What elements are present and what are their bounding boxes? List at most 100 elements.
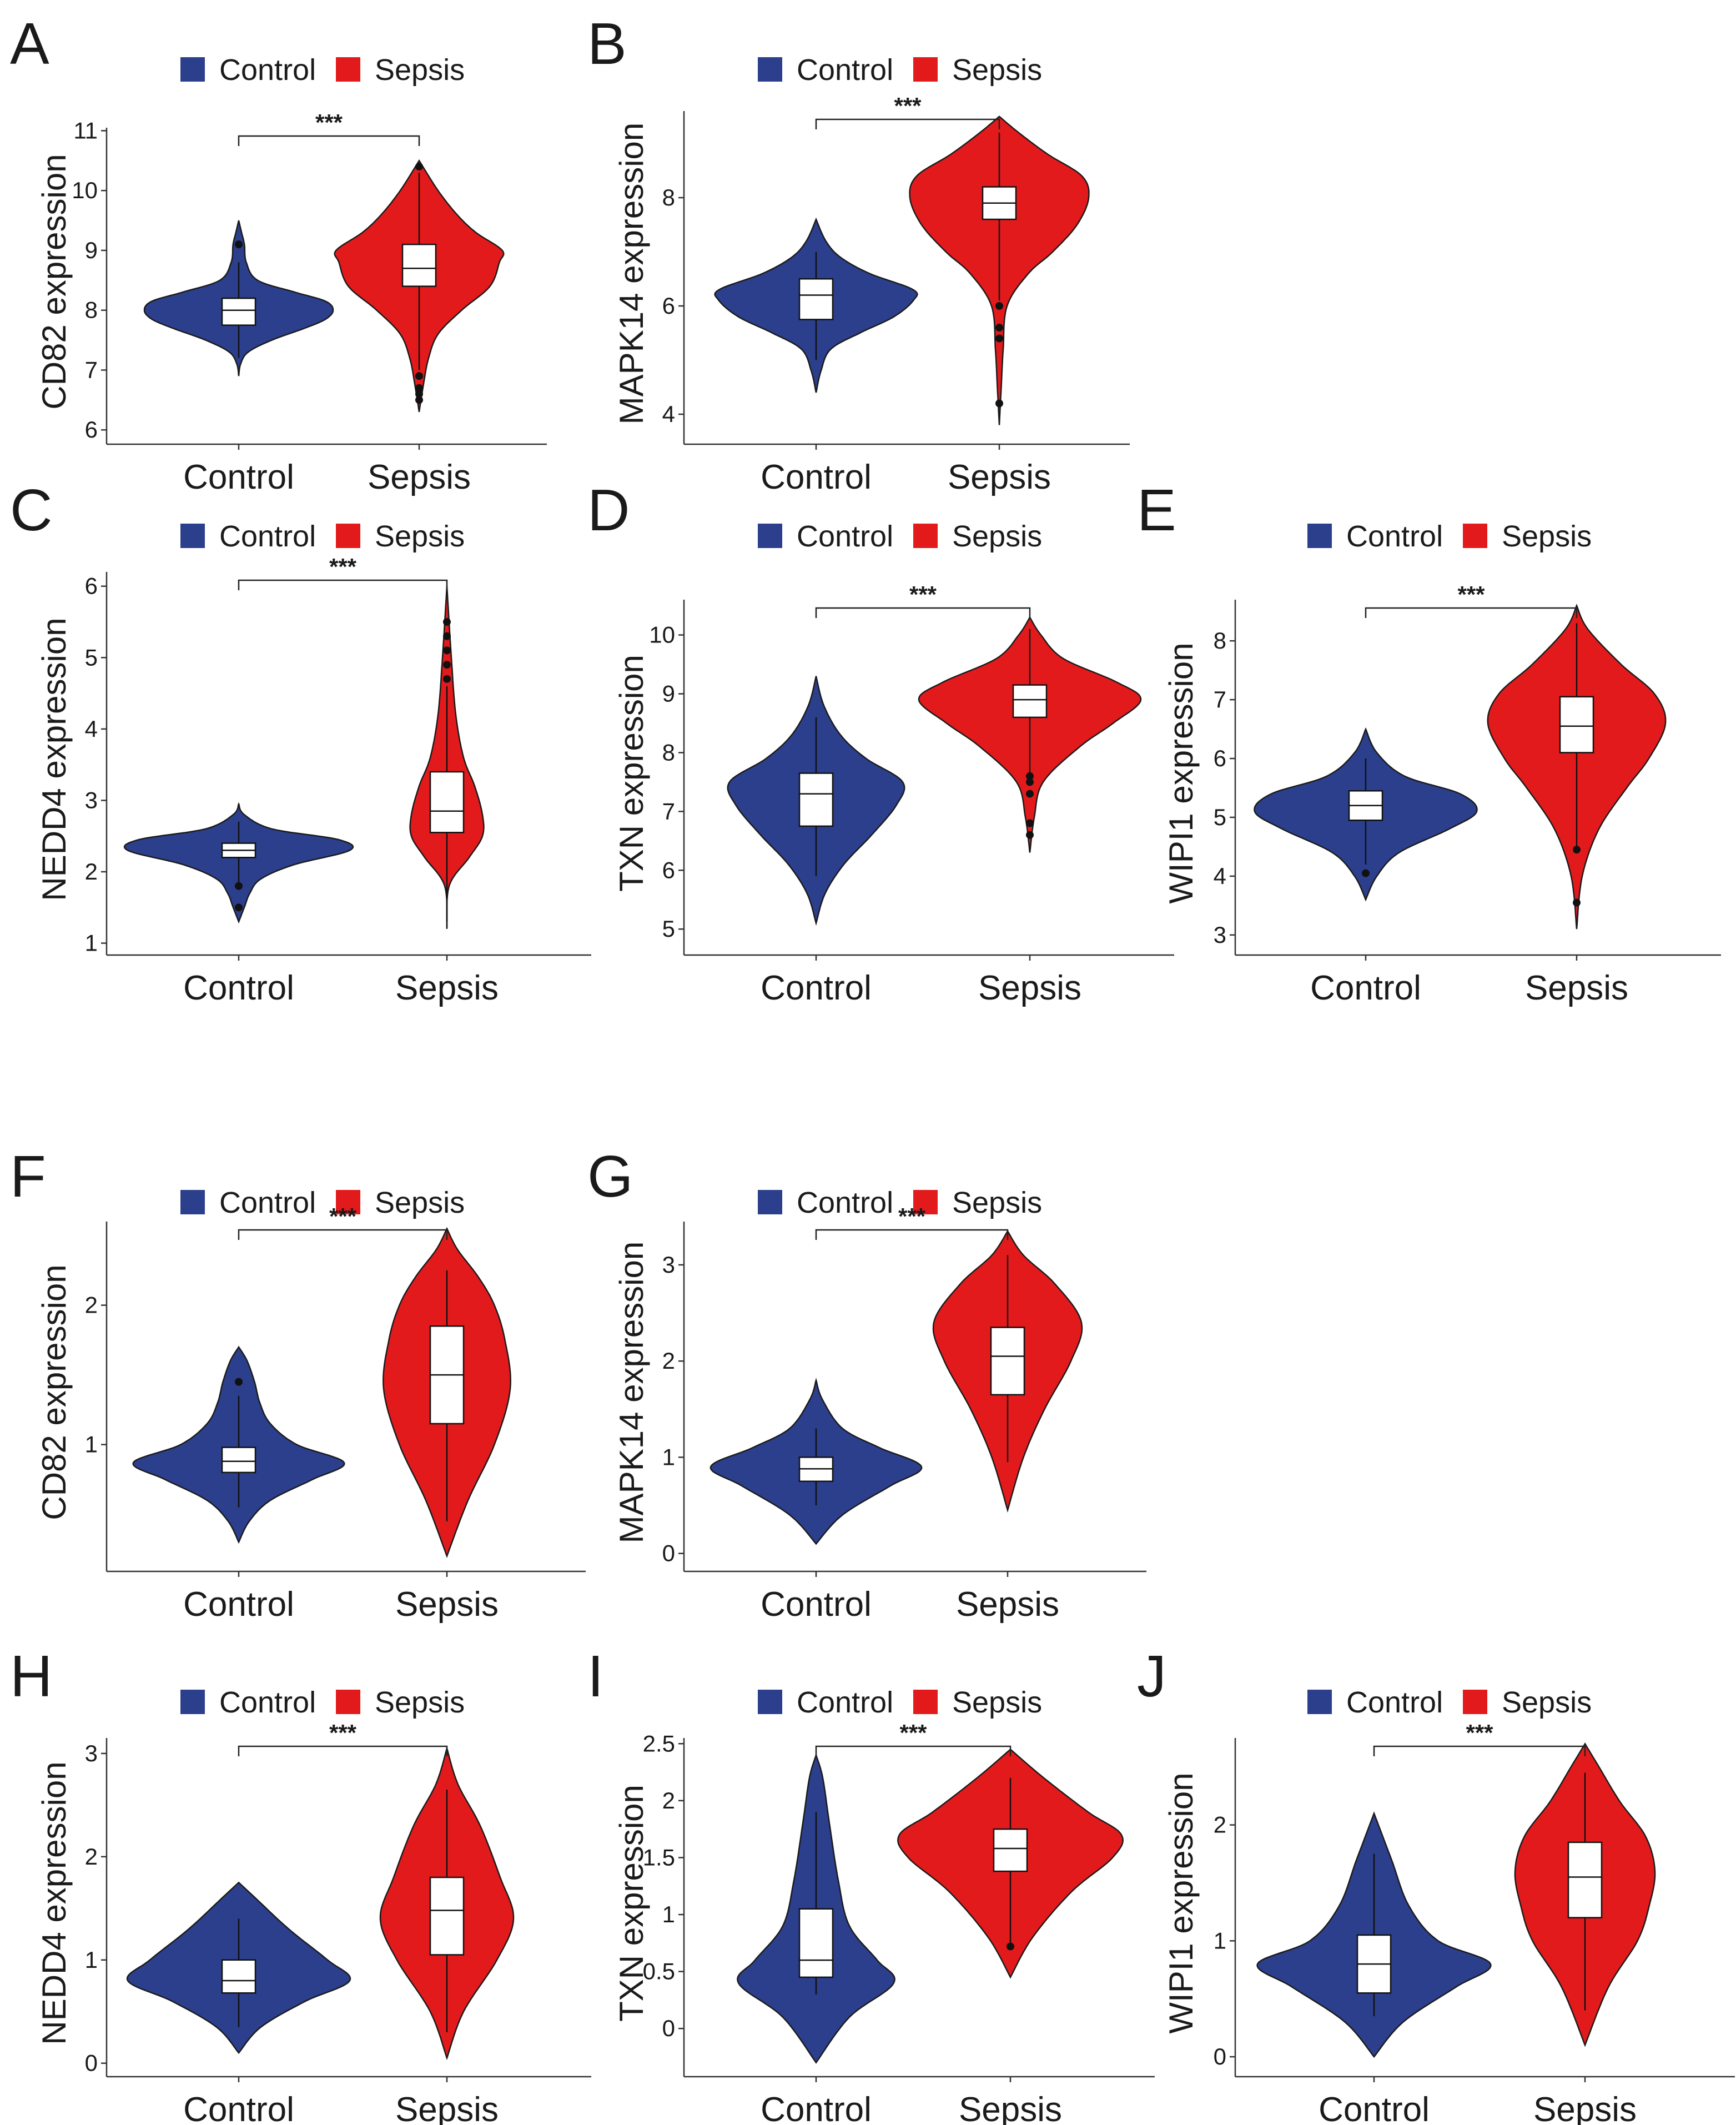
outlier-point bbox=[1026, 790, 1034, 798]
y-tick-label: 0 bbox=[85, 2050, 98, 2076]
legend: Control Sepsis bbox=[758, 520, 1042, 553]
legend-swatch-control bbox=[1307, 524, 1332, 548]
panel-label: D bbox=[587, 478, 630, 543]
y-tick-label: 9 bbox=[662, 680, 675, 706]
outlier-point bbox=[235, 903, 243, 912]
x-label-sepsis: Sepsis bbox=[395, 1585, 499, 1624]
box-control bbox=[798, 772, 834, 827]
y-tick-label: 7 bbox=[662, 798, 675, 824]
y-axis-label: TXN expression bbox=[613, 1785, 650, 2022]
box-control bbox=[221, 297, 256, 326]
legend-label-control: Control bbox=[797, 1686, 893, 1719]
legend-swatch-sepsis bbox=[913, 1190, 938, 1214]
x-label-sepsis: Sepsis bbox=[948, 458, 1051, 496]
box-control bbox=[798, 278, 834, 320]
x-label-sepsis: Sepsis bbox=[395, 969, 499, 1007]
outlier-point bbox=[1007, 1942, 1014, 1951]
significance-label: *** bbox=[329, 1203, 357, 1229]
y-axis-label: NEDD4 expression bbox=[36, 1761, 73, 2044]
significance-label: *** bbox=[894, 93, 922, 119]
significance-bracket bbox=[238, 1229, 448, 1240]
y-tick-label: 5 bbox=[1214, 804, 1226, 830]
significance-bracket bbox=[238, 135, 420, 146]
panel-g: G Control Sepsis 0 1 2 3 MAPK14 expression Contr… bbox=[587, 1144, 1146, 1624]
x-label-control: Control bbox=[183, 2091, 294, 2125]
y-tick-label: 8 bbox=[1214, 627, 1226, 654]
legend: Control Sepsis bbox=[180, 1686, 465, 1719]
legend: Control Sepsis bbox=[758, 53, 1042, 87]
x-label-control: Control bbox=[761, 1585, 872, 1624]
outlier-point bbox=[443, 661, 451, 669]
significance-label: *** bbox=[329, 1720, 357, 1746]
legend-label-sepsis: Sepsis bbox=[952, 53, 1042, 87]
y-tick-label: 2 bbox=[662, 1348, 675, 1374]
box-sepsis bbox=[429, 771, 465, 833]
y-tick-label: 5 bbox=[662, 916, 675, 942]
outlier-point bbox=[1573, 846, 1581, 854]
y-tick-label: 6 bbox=[662, 857, 675, 883]
legend-swatch-control bbox=[1307, 1690, 1332, 1714]
box-sepsis bbox=[1567, 1841, 1603, 1918]
y-tick-label: 2 bbox=[85, 1292, 98, 1318]
outlier-point bbox=[1026, 778, 1034, 786]
significance-bracket bbox=[815, 607, 1031, 618]
significance-bracket bbox=[1365, 607, 1578, 618]
y-tick-label: 2 bbox=[662, 1787, 675, 1813]
y-tick-label: 0 bbox=[1214, 2043, 1226, 2069]
legend-label-sepsis: Sepsis bbox=[952, 1686, 1042, 1719]
box-sepsis bbox=[993, 1828, 1028, 1872]
y-axis-label: NEDD4 expression bbox=[36, 617, 73, 901]
y-axis-label: TXN expression bbox=[613, 655, 650, 892]
legend-swatch-control bbox=[758, 1190, 782, 1214]
legend-swatch-control bbox=[180, 1690, 205, 1714]
y-tick-label: 2 bbox=[85, 1843, 98, 1870]
y-tick-label: 6 bbox=[662, 293, 675, 319]
box-sepsis bbox=[1559, 696, 1594, 753]
panel-label: E bbox=[1137, 478, 1176, 543]
x-label-sepsis: Sepsis bbox=[1525, 969, 1628, 1007]
x-label-sepsis: Sepsis bbox=[1533, 2091, 1637, 2125]
y-axis-label: CD82 expression bbox=[36, 1264, 73, 1520]
significance-bracket bbox=[815, 1229, 1009, 1240]
y-tick-label: 8 bbox=[85, 297, 98, 323]
panel-d: D Control Sepsis 5 6 7 8 9 10 TXN expression Contr… bbox=[587, 478, 1174, 1007]
panel-f: F Control Sepsis 1 2 CD82 expression Control Se… bbox=[10, 1144, 586, 1624]
legend: Control Sepsis bbox=[180, 520, 465, 553]
significance-label: *** bbox=[909, 581, 937, 607]
x-label-control: Control bbox=[761, 2091, 872, 2125]
significance-label: *** bbox=[1457, 581, 1485, 607]
y-tick-label: 1 bbox=[662, 1901, 675, 1927]
legend: Control Sepsis bbox=[1307, 1686, 1592, 1719]
x-label-control: Control bbox=[761, 458, 872, 496]
outlier-point bbox=[1026, 831, 1034, 839]
legend-label-control: Control bbox=[1346, 520, 1443, 553]
x-label-sepsis: Sepsis bbox=[956, 1585, 1059, 1624]
y-tick-label: 0.5 bbox=[643, 1958, 675, 1985]
y-tick-label: 4 bbox=[662, 401, 675, 427]
legend-swatch-control bbox=[180, 1190, 205, 1214]
y-tick-label: 4 bbox=[1214, 863, 1226, 889]
panel-j: J Control Sepsis 0 1 2 WIPI1 expression Control… bbox=[1137, 1644, 1735, 2125]
y-tick-label: 3 bbox=[85, 1740, 98, 1766]
legend-label-sepsis: Sepsis bbox=[375, 53, 465, 87]
outlier-point bbox=[1026, 819, 1034, 827]
x-label-control: Control bbox=[183, 969, 294, 1007]
significance-label: *** bbox=[329, 554, 357, 580]
y-tick-label: 10 bbox=[72, 177, 98, 203]
outlier-point bbox=[415, 372, 423, 380]
y-tick-label: 9 bbox=[85, 237, 98, 263]
y-tick-label: 1 bbox=[85, 930, 98, 956]
outlier-point bbox=[995, 324, 1003, 331]
panel-label: J bbox=[1137, 1644, 1166, 1709]
legend-swatch-sepsis bbox=[336, 1690, 360, 1714]
outlier-point bbox=[415, 390, 423, 398]
legend-swatch-sepsis bbox=[1463, 1690, 1487, 1714]
legend-swatch-sepsis bbox=[1463, 524, 1487, 548]
y-tick-label: 2 bbox=[1214, 1812, 1226, 1838]
panel-b: B Control Sepsis 4 6 8 MAPK14 expression Contro… bbox=[587, 11, 1130, 496]
significance-bracket bbox=[815, 1745, 1012, 1756]
y-tick-label: 8 bbox=[662, 739, 675, 765]
y-tick-label: 1 bbox=[85, 1431, 98, 1458]
legend-label-sepsis: Sepsis bbox=[952, 1186, 1042, 1219]
x-label-sepsis: Sepsis bbox=[978, 969, 1081, 1007]
